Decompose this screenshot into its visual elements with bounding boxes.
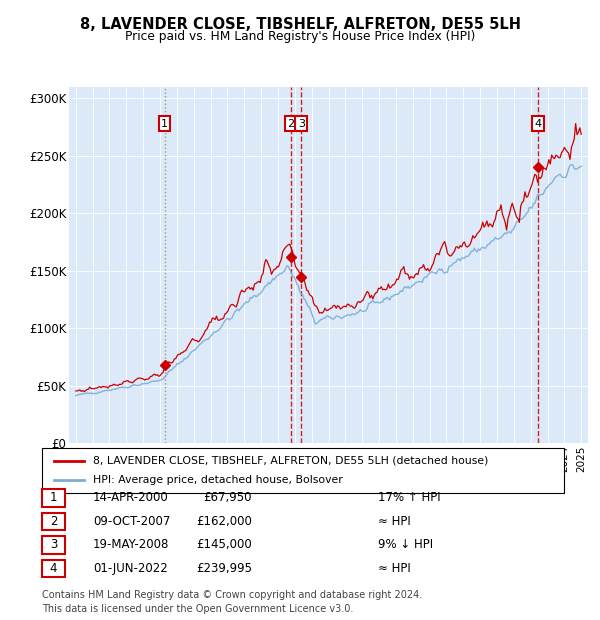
- Text: 1: 1: [161, 118, 168, 128]
- Text: Price paid vs. HM Land Registry's House Price Index (HPI): Price paid vs. HM Land Registry's House …: [125, 30, 475, 43]
- Text: 17% ↑ HPI: 17% ↑ HPI: [378, 492, 440, 504]
- Text: 09-OCT-2007: 09-OCT-2007: [93, 515, 170, 528]
- Text: £162,000: £162,000: [196, 515, 252, 528]
- Text: Contains HM Land Registry data © Crown copyright and database right 2024.
This d: Contains HM Land Registry data © Crown c…: [42, 590, 422, 614]
- Text: £239,995: £239,995: [196, 562, 252, 575]
- Text: 2: 2: [287, 118, 295, 128]
- Text: 14-APR-2000: 14-APR-2000: [93, 492, 169, 504]
- Text: £145,000: £145,000: [196, 539, 252, 551]
- Text: HPI: Average price, detached house, Bolsover: HPI: Average price, detached house, Bols…: [93, 476, 343, 485]
- Text: ≈ HPI: ≈ HPI: [378, 515, 411, 528]
- Text: £67,950: £67,950: [203, 492, 252, 504]
- Text: 19-MAY-2008: 19-MAY-2008: [93, 539, 169, 551]
- Text: 2: 2: [50, 515, 57, 528]
- Text: 3: 3: [50, 539, 57, 551]
- Text: 8, LAVENDER CLOSE, TIBSHELF, ALFRETON, DE55 5LH (detached house): 8, LAVENDER CLOSE, TIBSHELF, ALFRETON, D…: [93, 456, 488, 466]
- Text: ≈ HPI: ≈ HPI: [378, 562, 411, 575]
- Text: 4: 4: [50, 562, 57, 575]
- Text: 4: 4: [534, 118, 541, 128]
- Text: 1: 1: [50, 492, 57, 504]
- Text: 9% ↓ HPI: 9% ↓ HPI: [378, 539, 433, 551]
- Text: 8, LAVENDER CLOSE, TIBSHELF, ALFRETON, DE55 5LH: 8, LAVENDER CLOSE, TIBSHELF, ALFRETON, D…: [79, 17, 521, 32]
- Text: 3: 3: [298, 118, 305, 128]
- Text: 01-JUN-2022: 01-JUN-2022: [93, 562, 168, 575]
